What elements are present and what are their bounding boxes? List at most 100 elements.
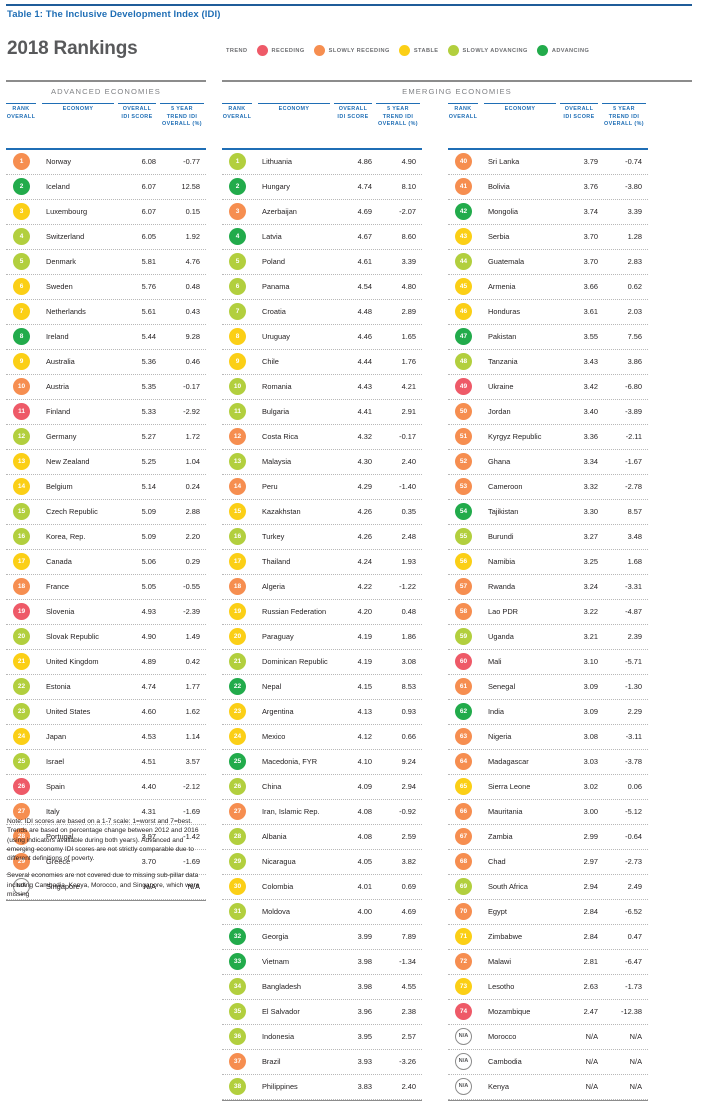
table-row[interactable]: 18 France 5.05 -0.55	[6, 575, 206, 600]
table-row[interactable]: 35 El Salvador 3.96 2.38	[222, 1000, 422, 1025]
table-row[interactable]: 28 Portugal 3.97 -1.42	[6, 825, 206, 850]
table-row[interactable]: 49 Ukraine 3.42 -6.80	[448, 375, 648, 400]
table-row[interactable]: 5 Denmark 5.81 4.76	[6, 250, 206, 275]
table-row[interactable]: 55 Burundi 3.27 3.48	[448, 525, 648, 550]
table-row[interactable]: 29 Greece 3.70 -1.69	[6, 850, 206, 875]
table-row[interactable]: 38 Philippines 3.83 2.40	[222, 1075, 422, 1100]
table-row[interactable]: 73 Lesotho 2.63 -1.73	[448, 975, 648, 1000]
table-row[interactable]: 61 Senegal 3.09 -1.30	[448, 675, 648, 700]
table-row[interactable]: 17 Canada 5.06 0.29	[6, 550, 206, 575]
table-row[interactable]: 2 Hungary 4.74 8.10	[222, 175, 422, 200]
table-row[interactable]: 66 Mauritania 3.00 -5.12	[448, 800, 648, 825]
table-row[interactable]: 26 Spain 4.40 -2.12	[6, 775, 206, 800]
table-row[interactable]: 22 Estonia 4.74 1.77	[6, 675, 206, 700]
table-row[interactable]: 68 Chad 2.97 -2.73	[448, 850, 648, 875]
table-row[interactable]: 50 Jordan 3.40 -3.89	[448, 400, 648, 425]
table-row[interactable]: 25 Israel 4.51 3.57	[6, 750, 206, 775]
table-row[interactable]: 14 Belgium 5.14 0.24	[6, 475, 206, 500]
table-row[interactable]: 24 Mexico 4.12 0.66	[222, 725, 422, 750]
table-row[interactable]: 62 India 3.09 2.29	[448, 700, 648, 725]
table-row[interactable]: 2 Iceland 6.07 12.58	[6, 175, 206, 200]
table-row[interactable]: 4 Switzerland 6.05 1.92	[6, 225, 206, 250]
table-row[interactable]: 22 Nepal 4.15 8.53	[222, 675, 422, 700]
table-row[interactable]: 18 Algeria 4.22 -1.22	[222, 575, 422, 600]
table-row[interactable]: 48 Tanzania 3.43 3.86	[448, 350, 648, 375]
table-row[interactable]: 9 Chile 4.44 1.76	[222, 350, 422, 375]
table-row[interactable]: 71 Zimbabwe 2.84 0.47	[448, 925, 648, 950]
table-row[interactable]: 59 Uganda 3.21 2.39	[448, 625, 648, 650]
table-row[interactable]: 11 Finland 5.33 -2.92	[6, 400, 206, 425]
table-row[interactable]: 47 Pakistan 3.55 7.56	[448, 325, 648, 350]
table-row[interactable]: 1 Lithuania 4.86 4.90	[222, 150, 422, 175]
table-row[interactable]: N/A Kenya N/A N/A	[448, 1075, 648, 1100]
table-row[interactable]: 54 Tajikistan 3.30 8.57	[448, 500, 648, 525]
table-row[interactable]: 31 Moldova 4.00 4.69	[222, 900, 422, 925]
table-row[interactable]: 56 Namibia 3.25 1.68	[448, 550, 648, 575]
table-row[interactable]: 30 Colombia 4.01 0.69	[222, 875, 422, 900]
table-row[interactable]: 34 Bangladesh 3.98 4.55	[222, 975, 422, 1000]
table-row[interactable]: 9 Australia 5.36 0.46	[6, 350, 206, 375]
table-row[interactable]: 40 Sri Lanka 3.79 -0.74	[448, 150, 648, 175]
table-row[interactable]: 8 Ireland 5.44 9.28	[6, 325, 206, 350]
table-row[interactable]: 26 China 4.09 2.94	[222, 775, 422, 800]
table-row[interactable]: 11 Bulgaria 4.41 2.91	[222, 400, 422, 425]
table-row[interactable]: 42 Mongolia 3.74 3.39	[448, 200, 648, 225]
table-row[interactable]: 20 Slovak Republic 4.90 1.49	[6, 625, 206, 650]
table-row[interactable]: 16 Turkey 4.26 2.48	[222, 525, 422, 550]
table-row[interactable]: 27 Italy 4.31 -1.69	[6, 800, 206, 825]
table-row[interactable]: 72 Malawi 2.81 -6.47	[448, 950, 648, 975]
table-row[interactable]: 19 Slovenia 4.93 -2.39	[6, 600, 206, 625]
table-row[interactable]: 20 Paraguay 4.19 1.86	[222, 625, 422, 650]
table-row[interactable]: 25 Macedonia, FYR 4.10 9.24	[222, 750, 422, 775]
table-row[interactable]: 57 Rwanda 3.24 -3.31	[448, 575, 648, 600]
table-row[interactable]: 6 Panama 4.54 4.80	[222, 275, 422, 300]
table-row[interactable]: 64 Madagascar 3.03 -3.78	[448, 750, 648, 775]
table-row[interactable]: 4 Latvia 4.67 8.60	[222, 225, 422, 250]
table-row[interactable]: 74 Mozambique 2.47 -12.38	[448, 1000, 648, 1025]
table-row[interactable]: 10 Austria 5.35 -0.17	[6, 375, 206, 400]
table-row[interactable]: 7 Netherlands 5.61 0.43	[6, 300, 206, 325]
table-row[interactable]: 60 Mali 3.10 -5.71	[448, 650, 648, 675]
table-row[interactable]: 45 Armenia 3.66 0.62	[448, 275, 648, 300]
table-row[interactable]: 65 Sierra Leone 3.02 0.06	[448, 775, 648, 800]
table-row[interactable]: 23 Argentina 4.13 0.93	[222, 700, 422, 725]
table-row[interactable]: 1 Norway 6.08 -0.77	[6, 150, 206, 175]
table-row[interactable]: 23 United States 4.60 1.62	[6, 700, 206, 725]
table-row[interactable]: 3 Luxembourg 6.07 0.15	[6, 200, 206, 225]
table-row[interactable]: 67 Zambia 2.99 -0.64	[448, 825, 648, 850]
table-row[interactable]: 63 Nigeria 3.08 -3.11	[448, 725, 648, 750]
table-row[interactable]: 37 Brazil 3.93 -3.26	[222, 1050, 422, 1075]
table-row[interactable]: 52 Ghana 3.34 -1.67	[448, 450, 648, 475]
table-row[interactable]: N/A Cambodia N/A N/A	[448, 1050, 648, 1075]
table-row[interactable]: 70 Egypt 2.84 -6.52	[448, 900, 648, 925]
table-row[interactable]: 69 South Africa 2.94 2.49	[448, 875, 648, 900]
table-row[interactable]: 8 Uruguay 4.46 1.65	[222, 325, 422, 350]
table-row[interactable]: N/A Morocco N/A N/A	[448, 1025, 648, 1050]
table-row[interactable]: 7 Croatia 4.48 2.89	[222, 300, 422, 325]
table-row[interactable]: 51 Kyrgyz Republic 3.36 -2.11	[448, 425, 648, 450]
table-row[interactable]: 16 Korea, Rep. 5.09 2.20	[6, 525, 206, 550]
table-row[interactable]: 15 Czech Republic 5.09 2.88	[6, 500, 206, 525]
table-row[interactable]: 13 Malaysia 4.30 2.40	[222, 450, 422, 475]
table-row[interactable]: 21 Dominican Republic 4.19 3.08	[222, 650, 422, 675]
table-row[interactable]: 3 Azerbaijan 4.69 -2.07	[222, 200, 422, 225]
table-row[interactable]: 15 Kazakhstan 4.26 0.35	[222, 500, 422, 525]
table-row[interactable]: N/A Singapore N/A N/A	[6, 875, 206, 900]
table-row[interactable]: 44 Guatemala 3.70 2.83	[448, 250, 648, 275]
table-row[interactable]: 32 Georgia 3.99 7.89	[222, 925, 422, 950]
table-row[interactable]: 41 Bolivia 3.76 -3.80	[448, 175, 648, 200]
table-row[interactable]: 33 Vietnam 3.98 -1.34	[222, 950, 422, 975]
table-row[interactable]: 46 Honduras 3.61 2.03	[448, 300, 648, 325]
table-row[interactable]: 24 Japan 4.53 1.14	[6, 725, 206, 750]
table-row[interactable]: 58 Lao PDR 3.22 -4.87	[448, 600, 648, 625]
table-row[interactable]: 10 Romania 4.43 4.21	[222, 375, 422, 400]
table-row[interactable]: 6 Sweden 5.76 0.48	[6, 275, 206, 300]
table-row[interactable]: 12 Germany 5.27 1.72	[6, 425, 206, 450]
table-row[interactable]: 5 Poland 4.61 3.39	[222, 250, 422, 275]
table-row[interactable]: 28 Albania 4.08 2.59	[222, 825, 422, 850]
table-row[interactable]: 36 Indonesia 3.95 2.57	[222, 1025, 422, 1050]
table-row[interactable]: 19 Russian Federation 4.20 0.48	[222, 600, 422, 625]
table-row[interactable]: 27 Iran, Islamic Rep. 4.08 -0.92	[222, 800, 422, 825]
table-row[interactable]: 17 Thailand 4.24 1.93	[222, 550, 422, 575]
table-row[interactable]: 12 Costa Rica 4.32 -0.17	[222, 425, 422, 450]
